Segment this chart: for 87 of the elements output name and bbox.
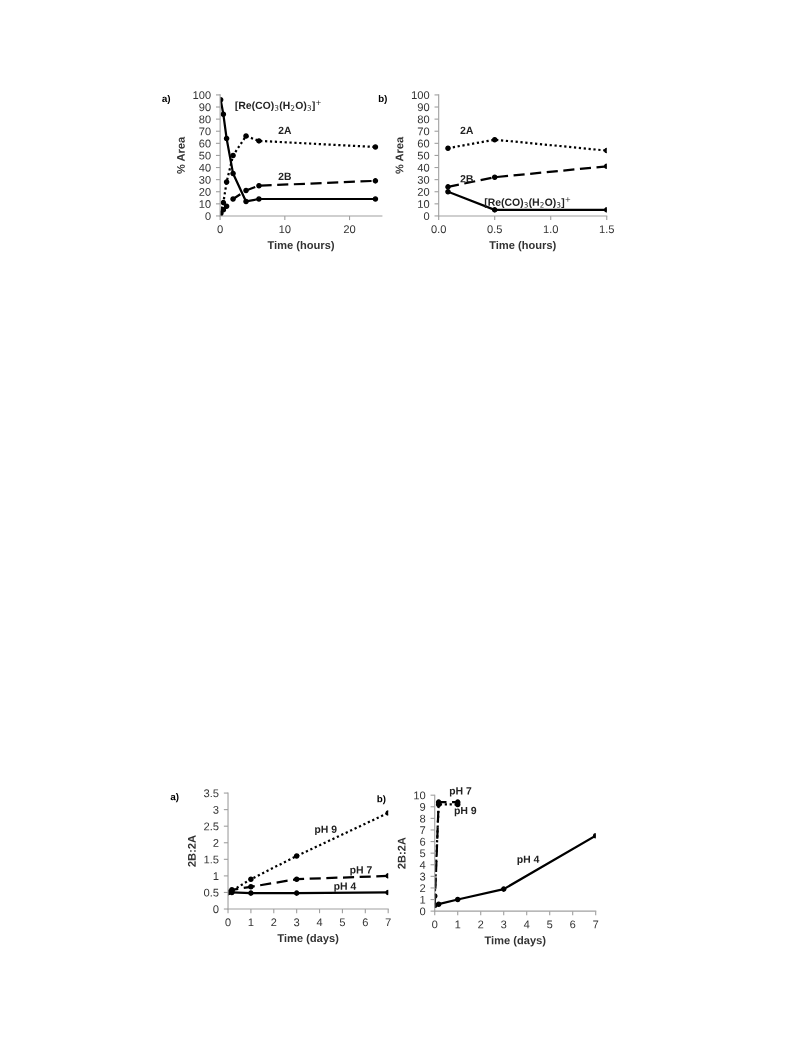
y-tick-label: 100 (193, 91, 211, 100)
x-tick-label: 4 (316, 918, 323, 927)
annotation: 2B (460, 175, 473, 183)
annotation: 2A (278, 126, 292, 134)
x-tick-label: 20 (343, 225, 356, 234)
y-tick-label: 50 (199, 151, 211, 160)
y-axis-title: 2B:2A (397, 837, 406, 869)
text: a) (170, 793, 179, 803)
x-tick-label: 0 (225, 918, 231, 927)
y-tick-label: 0 (213, 905, 219, 914)
y-tick-label: 50 (417, 151, 430, 160)
annotation: pH 7 (350, 866, 372, 876)
annotation: b) (378, 94, 387, 104)
x-tick-label: 0.0 (431, 225, 446, 234)
x-tick-label: 7 (593, 920, 599, 929)
y-axis-title: 2B:2A (187, 835, 196, 867)
x-tick-label: 0.5 (487, 225, 502, 234)
y-tick-label: 0.5 (203, 888, 219, 897)
y-tick-label: 1 (213, 872, 219, 880)
x-tick-label: 5 (547, 920, 553, 929)
y-tick-label: 3 (213, 805, 219, 814)
annotation: 2B (278, 172, 292, 180)
y-tick-label: 90 (199, 103, 211, 112)
y-tick-label: 10 (199, 200, 211, 208)
annotation: pH 9 (315, 825, 337, 836)
x-axis-title: Time (hours) (267, 240, 334, 252)
x-tick-label: 1.0 (543, 225, 559, 234)
x-axis-title: Time (days) (277, 933, 339, 945)
y-tick-label: 0 (205, 212, 211, 221)
annotation: pH 4 (334, 882, 357, 892)
x-tick-label: 3 (294, 918, 300, 927)
annotation: [Re(CO)$_{3}$(H$_{2}$O)$_{3}$]$^{+}$ (235, 100, 321, 112)
y-tick-label: 70 (417, 127, 430, 136)
y-tick-label: 6 (420, 837, 426, 846)
y-tick-label: 90 (417, 103, 430, 112)
y-tick-label: 100 (411, 91, 430, 100)
x-tick-label: 3 (501, 920, 507, 929)
y-tick-label: 30 (417, 175, 430, 184)
x-tick-label: 2 (271, 918, 277, 927)
y-tick-label: 8 (420, 814, 426, 823)
y-tick-label: 10 (414, 791, 426, 800)
y-tick-label: 1.5 (204, 855, 219, 864)
y-tick-label: 0 (419, 907, 426, 916)
y-tick-label: 40 (417, 163, 430, 172)
y-tick-label: 40 (199, 163, 211, 172)
x-tick-label: 1 (455, 920, 461, 929)
annotation: pH 9 (454, 806, 477, 817)
y-tick-label: 60 (199, 139, 211, 148)
x-axis-title: Time (hours) (489, 240, 556, 252)
x-tick-label: 6 (362, 918, 368, 927)
y-axis-title: % Area (176, 136, 185, 174)
y-tick-label: 20 (417, 188, 430, 196)
text: a) (162, 94, 171, 104)
y-tick-label: 30 (199, 175, 211, 184)
x-tick-label: 6 (570, 920, 576, 929)
y-tick-label: 5 (419, 849, 426, 858)
y-tick-label: 70 (199, 127, 211, 136)
x-tick-label: 1 (248, 918, 254, 927)
annotation: pH 4 (517, 855, 540, 865)
y-tick-label: 9 (420, 803, 426, 811)
x-tick-label: 7 (385, 918, 391, 927)
x-axis-title: Time (days) (484, 936, 546, 947)
x-tick-label: 5 (339, 918, 346, 927)
y-tick-label: 20 (199, 188, 211, 196)
y-tick-label: 4 (419, 861, 426, 869)
y-tick-label: 10 (418, 200, 430, 208)
y-tick-label: 0 (423, 212, 430, 221)
x-tick-label: 0 (432, 920, 438, 929)
x-tick-label: 4 (523, 920, 530, 929)
annotation: pH 7 (449, 787, 472, 797)
x-tick-label: 10 (279, 225, 291, 234)
annotation: [Re(CO)$_{3}$(H$_{2}$O)$_{3}$]$^{+}$ (484, 197, 571, 208)
y-tick-label: 1 (420, 895, 426, 904)
y-tick-label: 3 (419, 872, 426, 881)
y-tick-label: 3.5 (203, 789, 219, 798)
y-axis-title: % Area (395, 136, 404, 174)
x-tick-label: 2 (478, 920, 484, 929)
y-tick-label: 2 (420, 884, 426, 892)
y-tick-label: 2.5 (204, 822, 219, 831)
annotation: b) (377, 795, 386, 805)
y-tick-label: 80 (199, 115, 211, 124)
y-tick-label: 60 (417, 139, 430, 148)
y-tick-label: 7 (420, 826, 426, 834)
y-tick-label: 80 (417, 115, 430, 124)
annotation: 2A (460, 126, 474, 134)
y-tick-label: 2 (213, 839, 219, 847)
x-tick-label: 1.5 (599, 225, 614, 234)
